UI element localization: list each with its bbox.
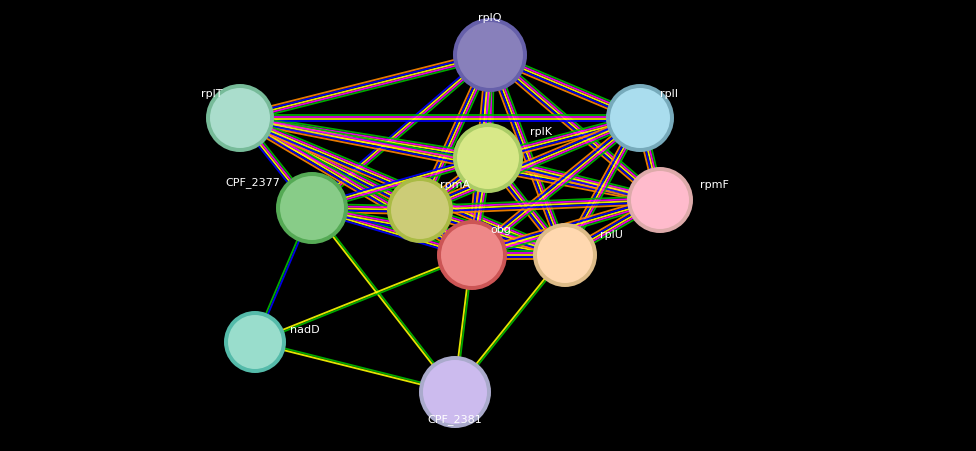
Circle shape	[391, 181, 449, 239]
Circle shape	[224, 311, 286, 373]
Text: obg: obg	[490, 225, 510, 235]
Circle shape	[453, 123, 523, 193]
Circle shape	[606, 84, 674, 152]
Text: CPF_2381: CPF_2381	[427, 414, 482, 425]
Circle shape	[537, 227, 593, 283]
Circle shape	[437, 220, 507, 290]
Circle shape	[280, 176, 344, 240]
Circle shape	[276, 172, 348, 244]
Circle shape	[533, 223, 597, 287]
Circle shape	[610, 88, 670, 148]
Circle shape	[387, 177, 453, 243]
Circle shape	[419, 356, 491, 428]
Circle shape	[457, 127, 519, 189]
Text: CPF_2377: CPF_2377	[225, 178, 280, 189]
Text: rplU: rplU	[600, 230, 623, 240]
Text: rplT: rplT	[200, 89, 222, 99]
Circle shape	[631, 171, 689, 229]
Text: rplK: rplK	[530, 127, 552, 137]
Circle shape	[210, 88, 270, 148]
Circle shape	[206, 84, 274, 152]
Text: nadD: nadD	[290, 325, 319, 335]
Circle shape	[453, 18, 527, 92]
Text: rplQ: rplQ	[478, 13, 502, 23]
Circle shape	[627, 167, 693, 233]
Text: rpmF: rpmF	[700, 180, 729, 190]
Text: rplI: rplI	[660, 89, 678, 99]
Text: rpmA: rpmA	[440, 180, 470, 190]
Circle shape	[457, 22, 523, 88]
Circle shape	[441, 224, 503, 286]
Circle shape	[228, 315, 282, 369]
Circle shape	[423, 360, 487, 424]
